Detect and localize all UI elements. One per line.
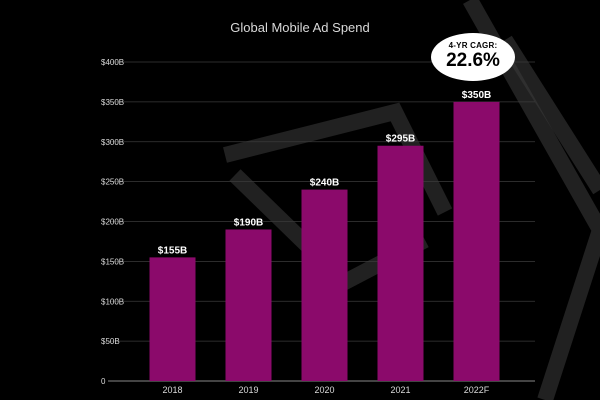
x-tick-label-2020: 2020	[314, 385, 334, 395]
y-tick-label: $50B	[101, 337, 120, 346]
cagr-value: 22.6%	[446, 50, 500, 71]
y-tick-label: $200B	[101, 218, 124, 227]
data-label-2021: $295B	[386, 134, 415, 145]
x-tick-label-2021: 2021	[390, 385, 410, 395]
data-label-2019: $190B	[234, 217, 263, 228]
y-tick-label: $100B	[101, 297, 124, 306]
y-tick-label: $150B	[101, 257, 124, 266]
bars: $155B $190B $240B $295B $350B	[149, 90, 500, 381]
x-tick-label-2022F: 2022F	[464, 385, 490, 395]
data-label-2022F: $350B	[462, 90, 491, 101]
watermark-stroke-1	[498, 35, 600, 195]
y-tick-label: 0	[101, 377, 106, 386]
cagr-label: 4-YR CAGR:	[448, 41, 498, 50]
bar-2022F	[453, 101, 500, 381]
watermark-stroke-2	[223, 102, 453, 216]
bar-2019	[225, 229, 272, 381]
y-axis: 0 $50B $100B $150B $200B $250B $300B $350B $400B	[101, 58, 124, 386]
chart-title: Global Mobile Ad Spend	[230, 20, 369, 35]
y-tick-label: $350B	[101, 98, 124, 107]
y-tick-label: $250B	[101, 178, 124, 187]
watermark-stroke-0	[463, 0, 600, 400]
data-label-2020: $240B	[310, 178, 339, 189]
bar-2021	[377, 145, 424, 381]
bar-2020	[301, 189, 348, 381]
y-tick-label: $400B	[101, 58, 124, 67]
x-tick-label-2018: 2018	[162, 385, 182, 395]
x-tick-label-2019: 2019	[238, 385, 258, 395]
bar-2018	[149, 257, 196, 381]
cagr-badge: 4-YR CAGR: 22.6%	[431, 33, 515, 81]
y-tick-label: $300B	[101, 138, 124, 147]
data-label-2018: $155B	[158, 245, 187, 256]
x-axis: 2018 2019 2020 2021 2022F	[162, 385, 489, 395]
